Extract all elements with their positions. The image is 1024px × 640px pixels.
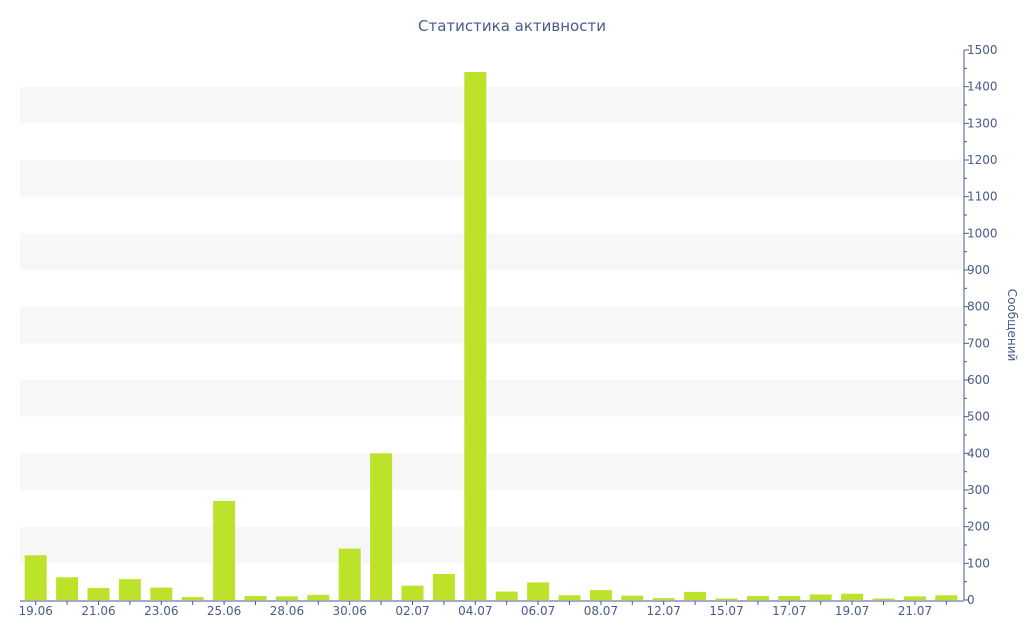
y-tick-label: 1100 (967, 190, 998, 204)
y-tick-label: 900 (967, 263, 990, 277)
bar (307, 594, 330, 600)
y-tick-label: 1500 (967, 43, 998, 57)
x-tick-label: 19.07 (835, 604, 869, 618)
grid-band (20, 86, 962, 124)
y-tick-label: 100 (967, 556, 990, 570)
bar (275, 596, 298, 600)
bar (872, 598, 895, 600)
bar (684, 591, 707, 600)
x-tick-label: 06.07 (521, 604, 555, 618)
y-tick-label: 500 (967, 410, 990, 424)
x-tick-label: 30.06 (333, 604, 367, 618)
bar (181, 597, 204, 600)
chart-title: Статистика активности (418, 17, 606, 35)
bar (621, 595, 644, 600)
x-axis: 19.06 21.06 23.06 25.06 28.06 30.06 02.07 04.07… (19, 600, 964, 618)
x-tick-label: 02.07 (395, 604, 429, 618)
x-tick-label: 21.07 (898, 604, 932, 618)
x-tick-label: 08.07 (584, 604, 618, 618)
x-tick-label: 28.06 (270, 604, 304, 618)
bar (56, 577, 79, 600)
bar (558, 595, 581, 600)
grid-band (20, 306, 962, 344)
y-axis: 0 100 200 300 400 500 600 700 800 900 1000 1100 1200… (963, 43, 998, 607)
bar (589, 590, 612, 600)
x-tick-label: 17.07 (772, 604, 806, 618)
bar (841, 593, 864, 600)
grid-band (20, 453, 962, 490)
x-tick-label: 04.07 (458, 604, 492, 618)
x-tick-label: 19.06 (19, 604, 53, 618)
bar (935, 595, 958, 600)
bar (809, 594, 832, 600)
bar (118, 579, 141, 600)
grid-bands (20, 86, 962, 564)
y-tick-label: 1200 (967, 153, 998, 167)
bar (338, 548, 361, 600)
grid-band (20, 233, 962, 270)
y-tick-label: 1400 (967, 80, 998, 94)
bars-group (24, 72, 958, 600)
x-tick-label: 15.07 (709, 604, 743, 618)
bar (495, 591, 518, 600)
x-tick-label: 23.06 (144, 604, 178, 618)
x-tick-label: 25.06 (207, 604, 241, 618)
y-tick-label: 300 (967, 483, 990, 497)
x-tick-label: 21.06 (81, 604, 115, 618)
bar (778, 595, 801, 600)
bar (652, 598, 675, 600)
bar (527, 582, 550, 600)
bar (150, 587, 173, 600)
y-tick-label: 400 (967, 446, 990, 460)
y-tick-label: 200 (967, 520, 990, 534)
y-tick-label: 0 (967, 593, 975, 607)
grid-band (20, 160, 962, 197)
bar (715, 598, 738, 600)
bar (464, 72, 487, 600)
grid-band (20, 526, 962, 564)
bar (24, 555, 47, 600)
y-tick-label: 1300 (967, 116, 998, 130)
bar (432, 573, 455, 600)
y-tick-label: 700 (967, 336, 990, 350)
bar (213, 501, 236, 600)
bar (370, 453, 393, 600)
bar (903, 596, 926, 600)
x-tick-label: 12.07 (647, 604, 681, 618)
y-tick-label: 600 (967, 373, 990, 387)
y-axis-title: Сообщений (1005, 289, 1019, 362)
bar (87, 587, 110, 600)
bar (746, 595, 769, 600)
grid-band (20, 380, 962, 417)
y-tick-label: 1000 (967, 226, 998, 240)
bar (401, 585, 424, 600)
y-tick-label: 800 (967, 300, 990, 314)
bar (244, 595, 267, 600)
